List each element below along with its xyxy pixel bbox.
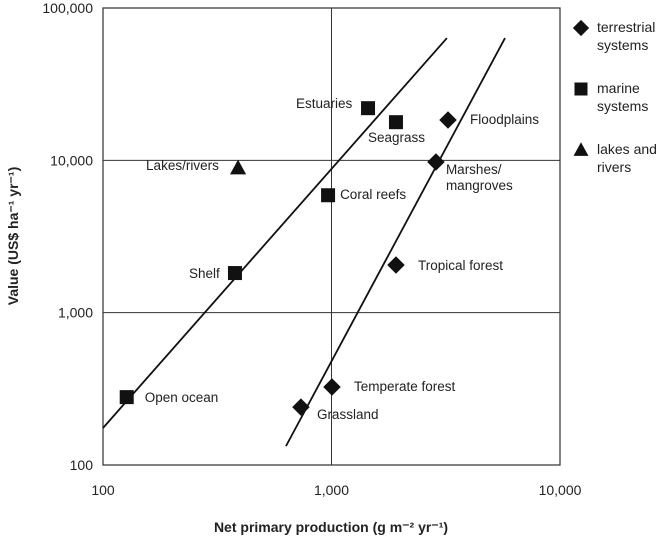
y-tick-label: 100,000 [42,0,93,16]
marker-diamond [323,378,341,396]
x-tick-label: 10,000 [539,482,582,498]
fit-line [285,37,506,447]
marker-square [119,390,134,405]
y-tick-label: 1,000 [58,305,93,321]
marker-square [321,188,336,203]
point-label: Seagrass [367,130,426,146]
point-label: Lakes/rivers [146,158,219,174]
point-label: Open ocean [144,390,219,406]
legend-label: terrestrial systems [597,19,656,53]
point-label: Temperate forest [353,379,456,395]
marker-square [227,266,242,281]
point-label: Estuaries [296,96,353,112]
y-tick-label: 10,000 [50,152,93,168]
y-axis-label: Value (US$ ha⁻¹ yr⁻¹) [5,167,21,305]
point-label: Shelf [188,266,220,282]
marker-diamond [387,256,405,274]
point-label: Grassland [316,407,379,423]
legend-marker [574,82,588,96]
marker-square [388,115,403,130]
legend-label: lakes and rivers [597,141,657,175]
x-tick-label: 100 [91,482,115,498]
fit-line [102,37,448,429]
point-label: Coral reefs [340,187,407,203]
legend-marker [573,142,589,156]
marker-diamond [439,111,457,129]
x-axis-label: Net primary production (g m⁻² yr⁻¹) [214,519,448,535]
point-label: Floodplains [470,111,540,127]
point-label: Marshes/ mangroves [445,162,513,193]
marker-square [361,101,376,116]
marker-diamond [292,398,310,416]
y-tick-label: 100 [70,457,94,473]
marker-triangle [230,159,247,175]
legend-marker [572,19,590,37]
x-tick-label: 1,000 [314,482,349,498]
marker-diamond [427,153,445,171]
point-label: Tropical forest [417,258,503,273]
legend-label: marine systems [597,80,649,114]
